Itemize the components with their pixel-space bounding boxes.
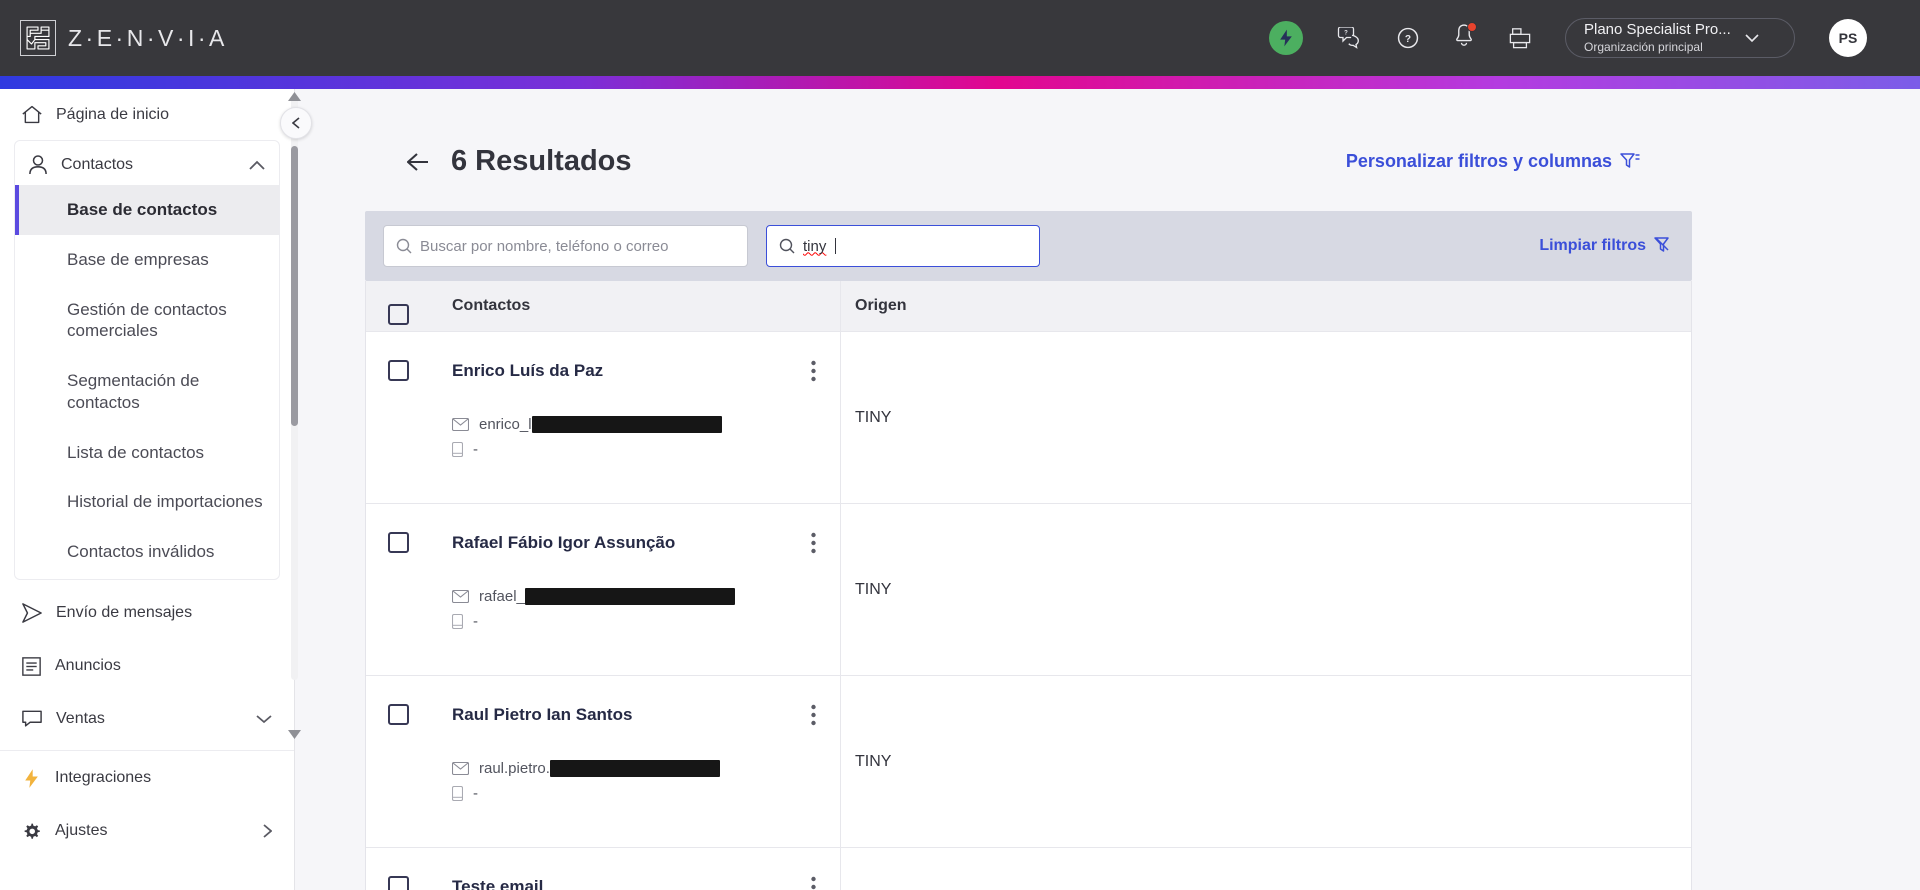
svg-text:?: ?: [1405, 34, 1411, 45]
svg-text:?: ?: [1344, 30, 1348, 36]
